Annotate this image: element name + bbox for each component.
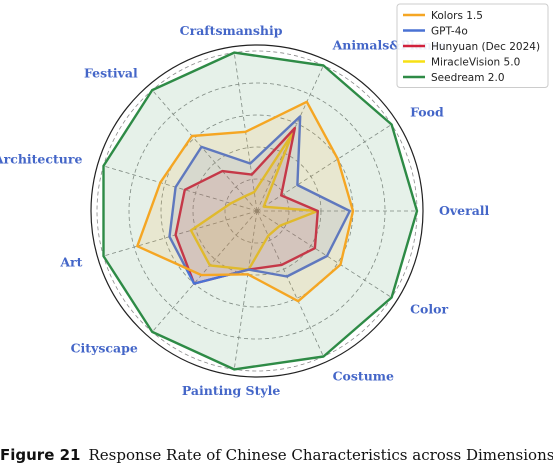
radar-chart: OverallFoodAnimals&PlantsCraftsmanshipFe…: [0, 3, 549, 398]
series-miraclevision-5-0: [189, 132, 319, 271]
category-label: Cityscape: [71, 341, 138, 356]
category-label: Color: [410, 301, 448, 316]
radar-series: [102, 51, 419, 371]
category-label: Costume: [333, 369, 394, 384]
figure-caption: Figure 21 Response Rate of Chinese Charac…: [0, 446, 553, 464]
category-label: Craftsmanship: [180, 23, 283, 38]
legend-box: [396, 3, 549, 88]
category-label: Painting Style: [182, 383, 281, 398]
legend-label: Hunyuan (Dec 2024): [431, 41, 540, 53]
spoke-5: [103, 165, 258, 212]
spoke-10: [256, 210, 392, 298]
center-dot: [255, 209, 259, 213]
spoke-9: [256, 210, 324, 357]
legend: Kolors 1.5 GPT-4o Hunyuan (Dec 2024) Miracl…: [396, 3, 549, 88]
legend-label: MiracleVision 5.0: [431, 57, 520, 69]
category-label: Overall: [439, 203, 490, 218]
spoke-6: [103, 210, 258, 257]
spoke-8: [233, 210, 258, 370]
category-label: Architecture: [0, 152, 82, 167]
figure-number: Figure 21: [0, 446, 81, 464]
category-label: Art: [59, 254, 82, 269]
spoke-1: [256, 124, 392, 212]
spoke-7: [151, 210, 258, 333]
series-seedream-2-0: [102, 51, 419, 371]
caption-text: Response Rate of Chinese Characteristics…: [88, 446, 553, 464]
series-hunyuan-dec-2024: [174, 126, 319, 285]
legend-label: GPT-4o: [431, 26, 468, 38]
spoke-4: [151, 89, 258, 212]
category-label: Food: [410, 105, 444, 120]
outer-ring: [90, 44, 424, 378]
category-label: Festival: [84, 66, 138, 81]
series-kolors-1-5: [136, 100, 355, 303]
series-gpt-4o: [168, 115, 351, 285]
category-labels: OverallFoodAnimals&PlantsCraftsmanshipFe…: [0, 23, 490, 398]
legend-label: Kolors 1.5: [431, 10, 483, 22]
legend-label: Seedream 2.0: [431, 72, 505, 84]
